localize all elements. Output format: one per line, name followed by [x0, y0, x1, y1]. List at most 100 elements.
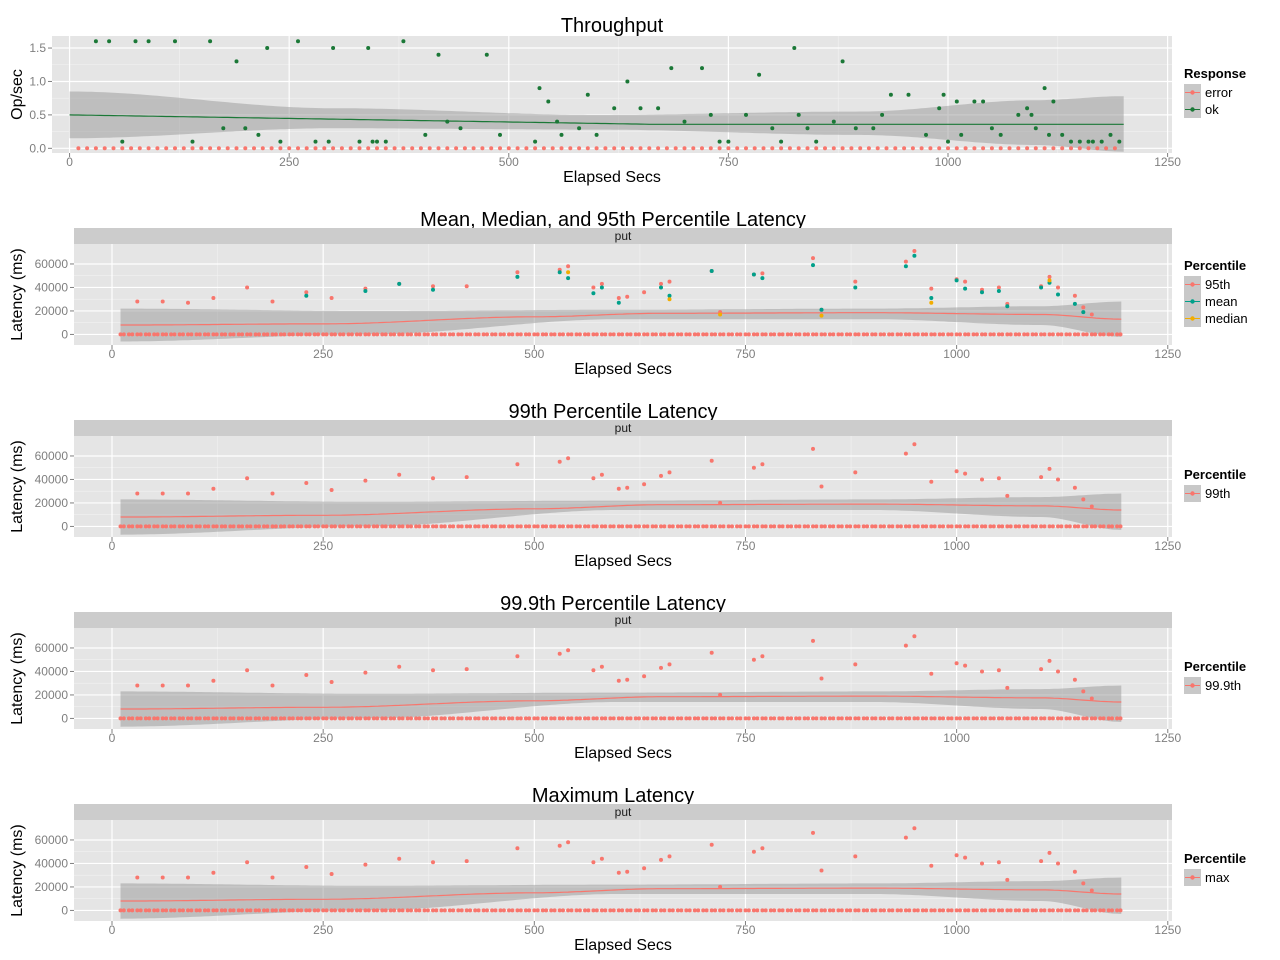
data-point — [594, 132, 599, 137]
data-point — [746, 332, 751, 337]
data-point — [971, 716, 976, 721]
data-point — [929, 300, 934, 305]
data-point — [1050, 332, 1055, 337]
data-point — [313, 146, 318, 151]
data-point — [735, 908, 739, 913]
data-point — [616, 486, 621, 491]
data-point — [431, 716, 435, 721]
data-point — [431, 284, 435, 289]
x-axis-title: Elapsed Secs — [574, 553, 672, 570]
data-point — [760, 332, 765, 337]
data-point — [611, 908, 616, 913]
data-point — [814, 524, 819, 529]
data-point — [1067, 332, 1072, 337]
data-point — [1095, 146, 1100, 151]
data-point — [805, 126, 810, 131]
data-point — [819, 868, 824, 873]
legend-label: 99.9th — [1205, 678, 1241, 693]
data-point — [577, 146, 582, 151]
data-point — [1064, 908, 1069, 913]
data-point — [515, 524, 520, 529]
data-point — [802, 332, 807, 337]
data-point — [324, 524, 329, 529]
panel-title: Maximum Latency — [532, 785, 694, 807]
data-point — [878, 908, 883, 913]
data-point — [392, 146, 397, 151]
data-point — [763, 908, 768, 913]
data-point — [642, 332, 647, 337]
data-point — [313, 139, 318, 144]
data-point — [566, 456, 571, 461]
data-point — [544, 524, 549, 529]
data-point — [194, 524, 199, 529]
data-point — [447, 524, 452, 529]
legend-label: 99th — [1205, 486, 1230, 501]
data-point — [692, 332, 697, 337]
data-point — [316, 332, 321, 337]
data-point — [1005, 685, 1010, 690]
data-point — [160, 491, 165, 496]
data-point — [963, 663, 968, 668]
data-point — [662, 908, 667, 913]
data-point — [442, 908, 447, 913]
data-point — [870, 908, 875, 913]
data-point — [902, 146, 907, 151]
data-point — [211, 870, 216, 875]
data-point — [121, 716, 126, 721]
data-point — [628, 908, 633, 913]
data-point — [1089, 312, 1094, 317]
data-point — [137, 146, 142, 151]
data-point — [172, 908, 177, 913]
data-point — [510, 332, 515, 337]
data-point — [278, 908, 283, 913]
data-point — [696, 524, 701, 529]
data-point — [772, 716, 777, 721]
data-point — [146, 39, 151, 44]
data-point — [996, 289, 1001, 293]
data-point — [594, 908, 599, 913]
data-point — [152, 332, 157, 337]
data-point — [164, 332, 169, 337]
data-point — [1039, 475, 1044, 480]
data-point — [890, 908, 895, 913]
data-point — [751, 272, 756, 277]
data-point — [963, 279, 968, 284]
data-point — [164, 908, 169, 913]
data-point — [870, 716, 875, 721]
data-point — [577, 716, 582, 721]
data-point — [998, 146, 1003, 151]
data-point — [645, 524, 650, 529]
data-point — [493, 332, 498, 337]
data-point — [549, 524, 554, 529]
data-point — [1029, 112, 1034, 117]
data-point — [583, 908, 587, 913]
x-tick-label: 250 — [313, 539, 333, 553]
data-point — [1059, 524, 1064, 529]
data-point — [670, 524, 675, 529]
data-point — [422, 524, 427, 529]
data-point — [135, 683, 140, 688]
data-point — [518, 716, 523, 721]
data-point — [561, 716, 565, 721]
data-point — [537, 86, 542, 91]
data-point — [928, 146, 933, 151]
smooth-line — [120, 503, 1122, 518]
data-point — [653, 524, 658, 529]
data-point — [541, 146, 546, 151]
data-point — [257, 524, 261, 529]
data-point — [1089, 696, 1094, 701]
data-point — [988, 524, 993, 529]
data-point — [802, 524, 807, 529]
data-point — [717, 139, 722, 144]
data-point — [481, 908, 486, 913]
data-point — [814, 146, 819, 151]
data-point — [177, 908, 182, 913]
data-point — [873, 908, 878, 913]
data-point — [751, 524, 756, 529]
data-point — [1005, 908, 1010, 913]
data-point — [418, 146, 423, 151]
data-point — [1077, 146, 1082, 151]
data-point — [383, 524, 388, 529]
y-tick-label: 1.0 — [29, 74, 46, 88]
data-point — [718, 332, 723, 337]
